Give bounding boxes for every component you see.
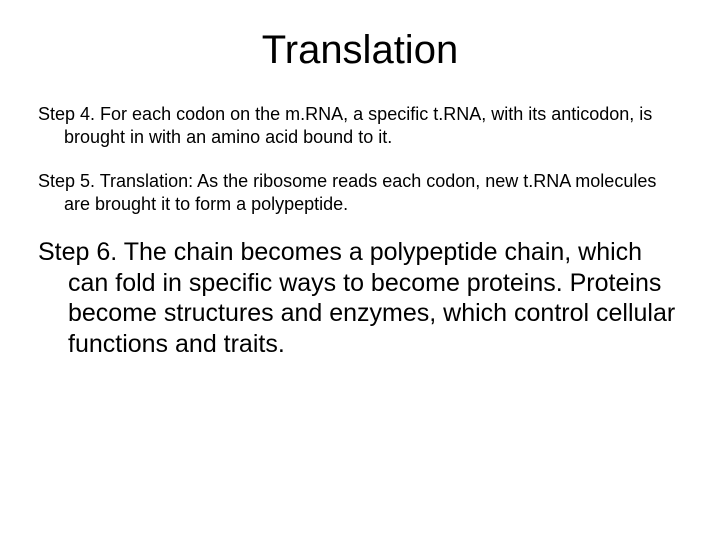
step-4-text: Step 4. For each codon on the m.RNA, a s… [64,103,682,148]
step-6-text: Step 6. The chain becomes a polypeptide … [68,237,682,359]
page-title: Translation [38,28,682,73]
step-5-text: Step 5. Translation: As the ribosome rea… [64,170,682,215]
